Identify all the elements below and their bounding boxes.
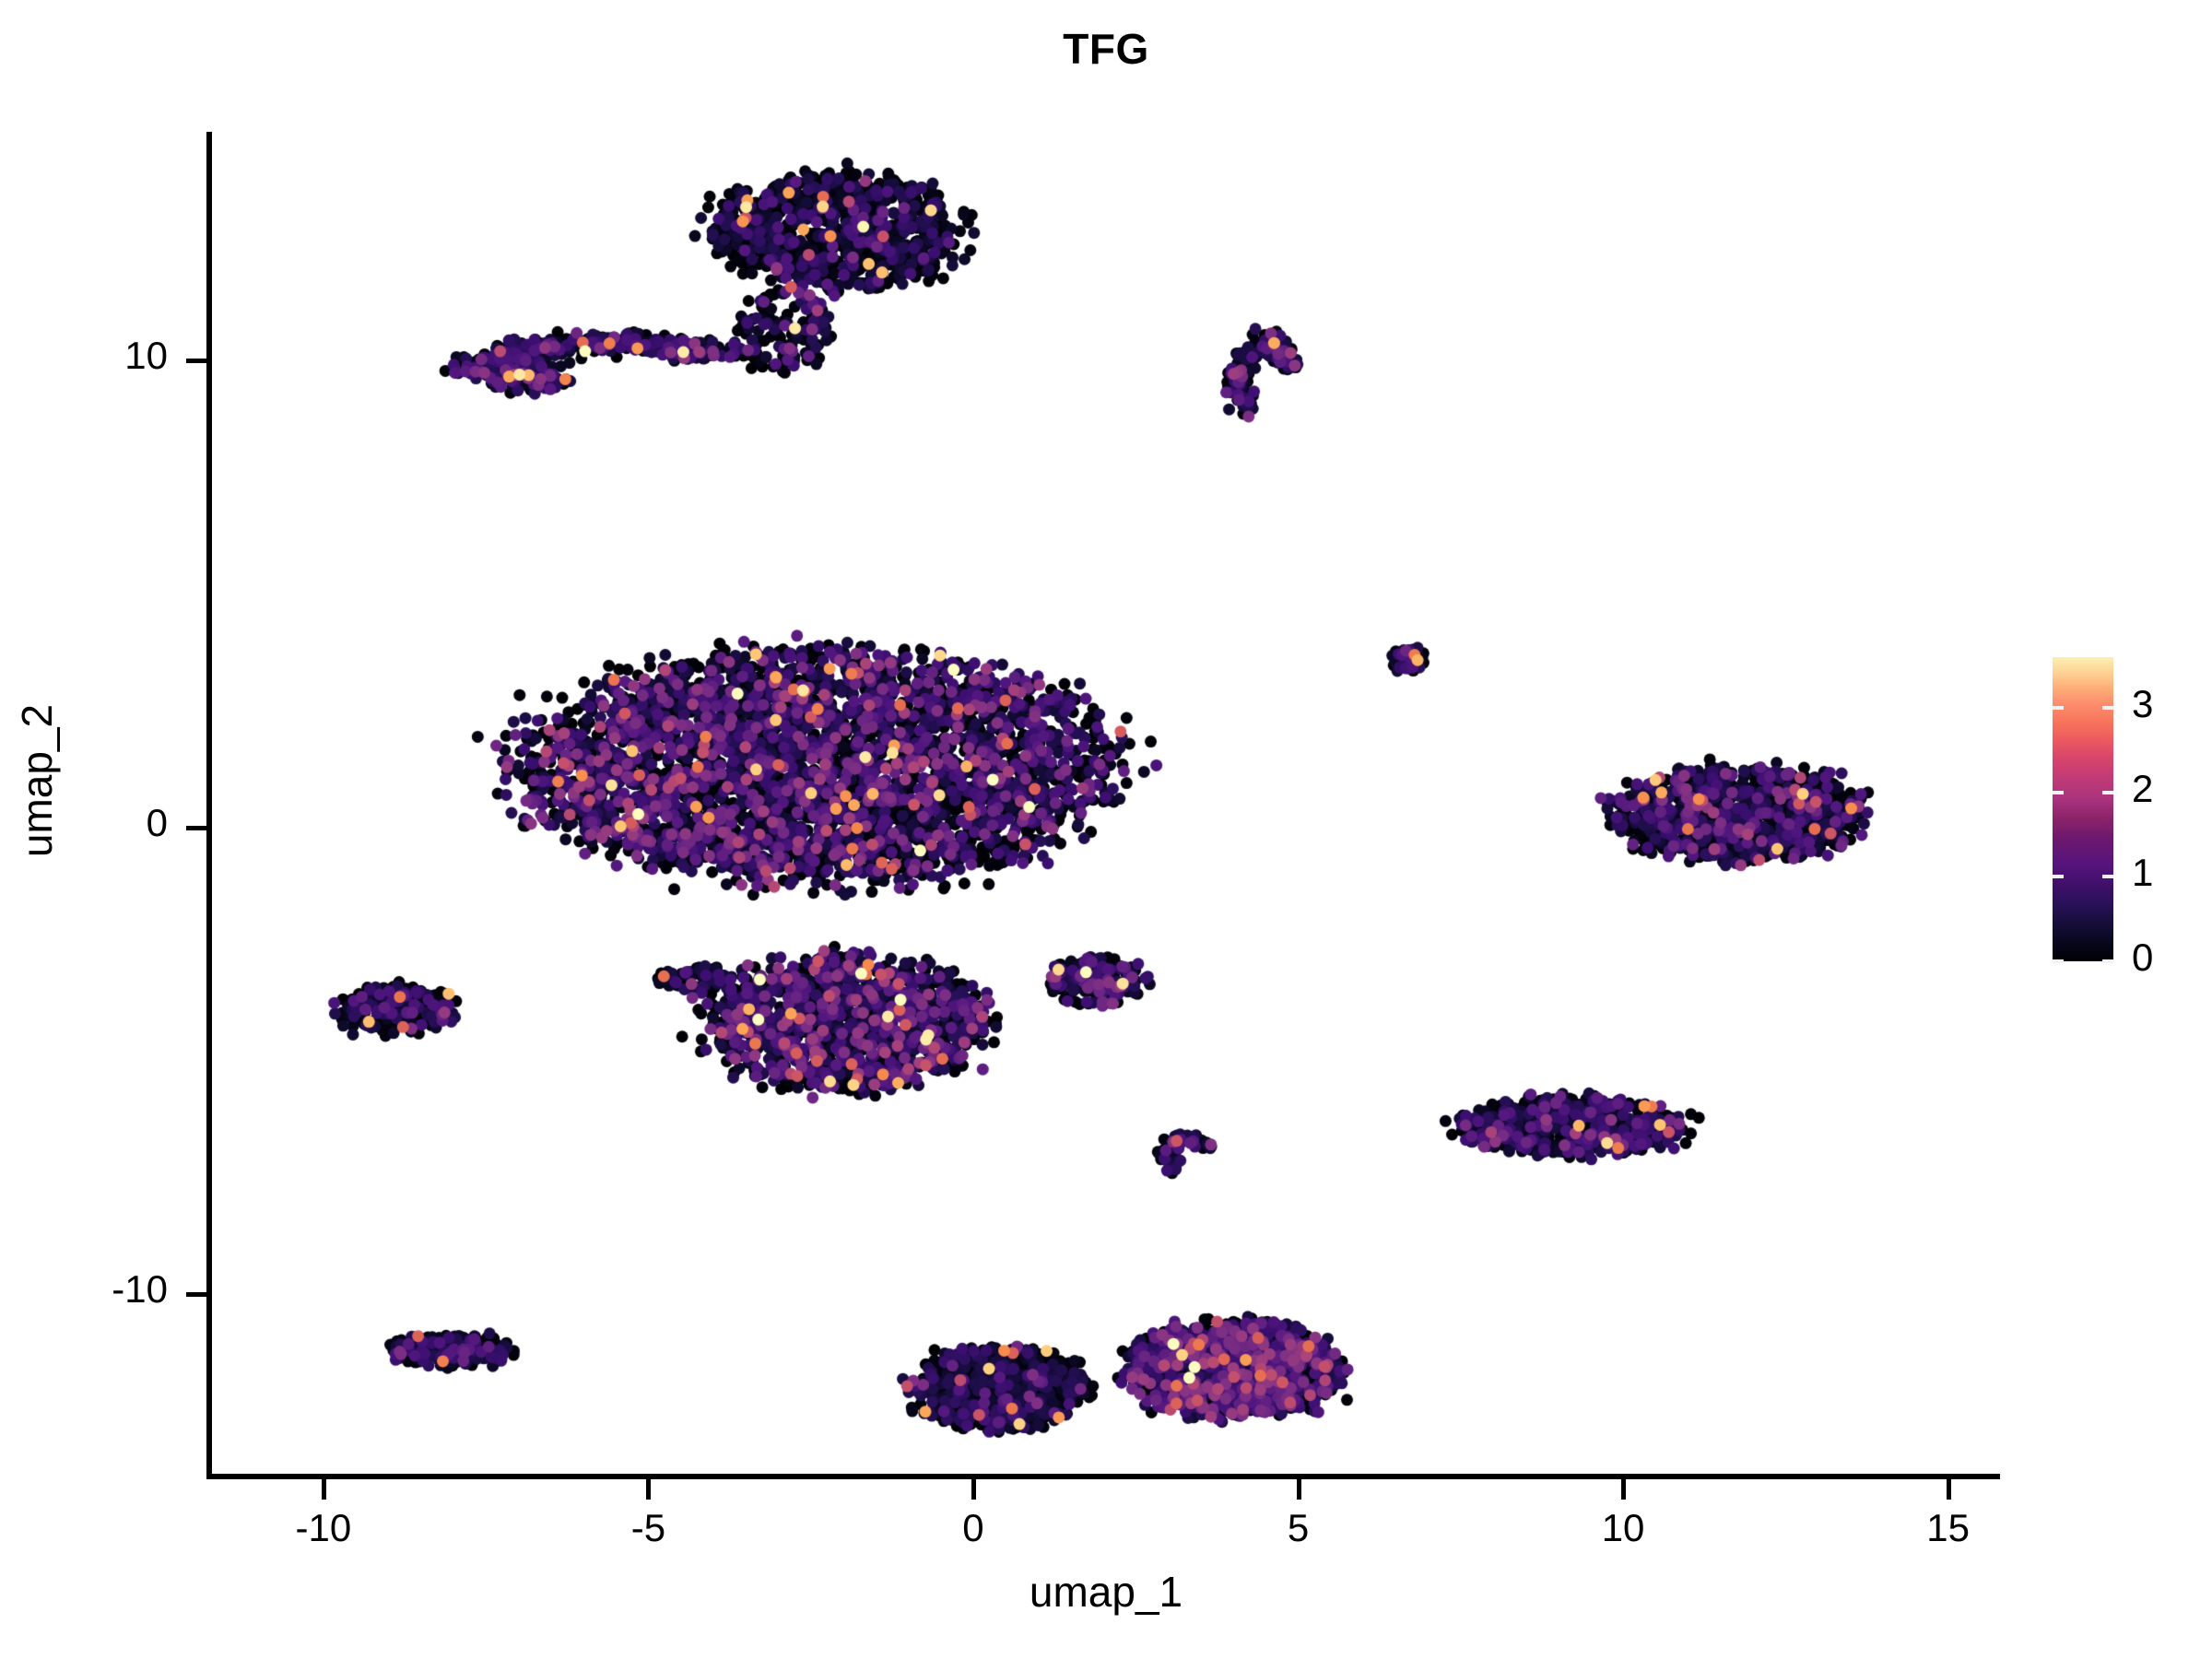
page-title: TFG <box>1063 25 1149 73</box>
legend-tick <box>2102 790 2113 794</box>
x-tick-label: -5 <box>630 1506 666 1549</box>
colorbar-gradient <box>2053 657 2113 961</box>
x-tick <box>971 1479 976 1500</box>
legend-tick-label: 2 <box>2132 766 2154 810</box>
y-tick-label: 0 <box>146 800 168 844</box>
legend-tick <box>2102 706 2113 710</box>
x-tick <box>646 1479 652 1500</box>
legend-tick <box>2102 875 2113 879</box>
y-tick-label: -10 <box>112 1267 168 1312</box>
x-tick-label: 10 <box>1601 1506 1645 1549</box>
x-axis-line <box>206 1474 2000 1479</box>
legend-tick <box>2053 959 2064 963</box>
legend-tick-label: 3 <box>2132 682 2154 725</box>
legend-tick <box>2102 959 2113 963</box>
y-tick <box>186 1292 206 1298</box>
legend-tick <box>2053 790 2064 794</box>
legend-tick-label: 1 <box>2132 851 2154 895</box>
x-tick-label: -10 <box>295 1506 352 1549</box>
y-axis-label: umap_2 <box>13 703 61 858</box>
x-tick <box>1621 1479 1627 1500</box>
x-tick <box>321 1479 326 1500</box>
scatter-plot-area <box>206 132 2000 1477</box>
x-tick-label: 0 <box>962 1506 984 1549</box>
y-tick <box>186 825 206 830</box>
colorbar-legend: 3 2 1 0 <box>2053 657 2153 979</box>
legend-tick <box>2053 875 2064 879</box>
x-tick-label: 15 <box>1926 1506 1970 1549</box>
y-tick <box>186 359 206 364</box>
x-tick <box>1946 1479 1951 1500</box>
y-tick-label: 10 <box>124 334 168 378</box>
x-tick-label: 5 <box>1287 1506 1310 1549</box>
x-tick <box>1296 1479 1301 1500</box>
legend-tick-label: 0 <box>2132 935 2154 979</box>
x-axis-label: umap_1 <box>1029 1568 1183 1616</box>
legend-tick <box>2053 706 2064 710</box>
